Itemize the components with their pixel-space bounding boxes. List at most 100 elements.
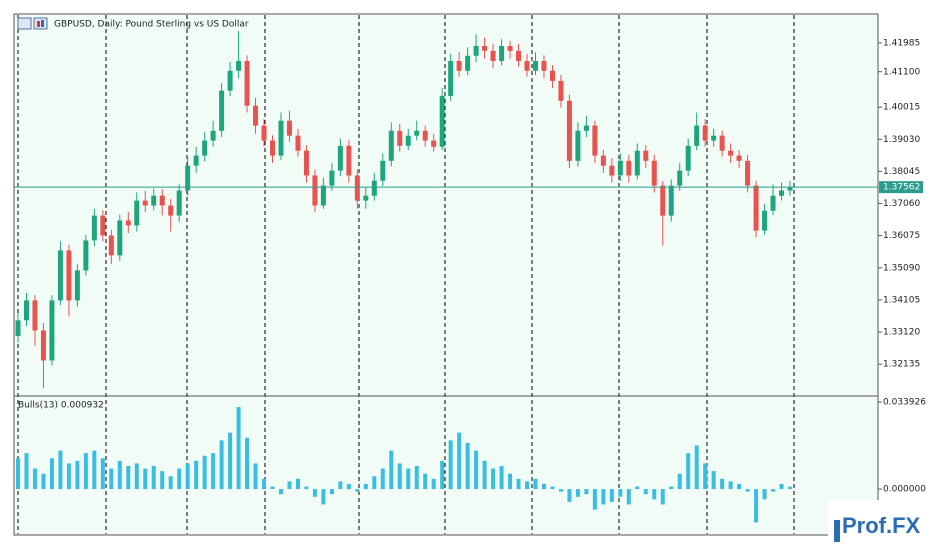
candle-body: [371, 180, 377, 196]
histogram-bar: [109, 468, 114, 490]
candle-body: [626, 160, 632, 176]
candle-body: [609, 165, 615, 176]
histogram-bar: [762, 489, 767, 500]
candle-body: [185, 165, 191, 191]
y-tick-label: 1.39030: [883, 135, 920, 145]
candle-body: [465, 55, 471, 71]
histogram-bar: [134, 463, 139, 490]
histogram-bar: [728, 481, 733, 490]
candle-body: [558, 80, 564, 101]
histogram-bar: [321, 489, 326, 505]
candle-body: [728, 150, 734, 156]
histogram-bar: [66, 463, 71, 490]
y-tick-label: 1.35090: [883, 263, 920, 273]
histogram-bar: [329, 489, 334, 495]
histogram-bar: [177, 468, 182, 490]
histogram-bar: [262, 478, 267, 490]
histogram-bar: [677, 473, 682, 490]
histogram-bar: [465, 442, 470, 490]
candle-body: [142, 200, 148, 206]
histogram-bar: [160, 471, 165, 490]
histogram-bar: [745, 489, 750, 492]
histogram-bar: [143, 468, 148, 490]
candle-body: [74, 270, 80, 301]
histogram-bar: [558, 489, 563, 492]
candle-body: [736, 155, 742, 161]
candle-body: [770, 195, 776, 211]
histogram-bar: [194, 460, 199, 490]
histogram-bar: [652, 489, 657, 500]
histogram-bar: [228, 432, 233, 490]
candle-body: [787, 187, 793, 191]
histogram-bar: [151, 466, 156, 490]
candle-body: [303, 150, 309, 176]
y-tick-label: 1.41985: [883, 38, 920, 48]
candle-body: [227, 70, 233, 91]
candle-body: [210, 130, 216, 141]
histogram-bar: [541, 483, 546, 490]
histogram-bar: [16, 458, 20, 490]
candle-body: [711, 135, 717, 141]
histogram-bar: [49, 458, 54, 490]
logo: Prof.FX: [842, 513, 921, 538]
candle-body: [354, 175, 360, 201]
candle-body: [32, 300, 38, 331]
candle-body: [532, 60, 538, 71]
histogram-bar: [278, 489, 283, 495]
candle-body: [286, 120, 292, 136]
candle-body: [15, 320, 21, 336]
histogram-bar: [686, 453, 691, 490]
candle-body: [108, 235, 114, 256]
candle-body: [219, 90, 225, 131]
histogram-bar: [58, 450, 63, 490]
y-tick-label: 1.38045: [883, 167, 920, 177]
histogram-bar: [448, 440, 453, 490]
histogram-bar: [457, 432, 462, 490]
indicator-title: Bulls(13) 0.000932: [18, 401, 104, 411]
histogram-bar: [754, 489, 759, 523]
histogram-bar: [635, 486, 640, 490]
histogram-bar: [711, 471, 716, 490]
candle-body: [388, 130, 394, 161]
histogram-bar: [771, 489, 776, 492]
current-price-label: 1.37562: [883, 183, 920, 193]
histogram-bar: [550, 486, 555, 490]
y-tick-label: 1.32135: [883, 360, 920, 370]
candle-body: [312, 175, 318, 206]
histogram-bar: [609, 489, 614, 502]
candle-body: [295, 135, 301, 151]
candle-body: [753, 185, 759, 231]
plot-frame: [13, 13, 879, 536]
y-tick-label: 1.41100: [883, 67, 920, 77]
y-tick-label: 0.033926: [883, 398, 926, 408]
histogram-bar: [117, 460, 122, 490]
histogram-bar: [703, 463, 708, 490]
chart-title: GBPUSD, Daily: Pound Sterling vs US Doll…: [54, 20, 249, 30]
candle-body: [473, 45, 479, 56]
candle-body: [397, 130, 403, 146]
logo-mark: [834, 520, 840, 542]
candle-body: [414, 130, 420, 136]
histogram-bar: [499, 466, 504, 490]
histogram-bar: [694, 445, 699, 490]
candle-body: [702, 125, 708, 141]
candle-body: [176, 190, 182, 216]
histogram-bar: [440, 460, 445, 490]
y-tick-label: 1.37060: [883, 199, 920, 209]
histogram-bar: [100, 458, 105, 490]
y-tick-label: 1.34105: [883, 295, 920, 305]
histogram-bar: [304, 486, 309, 490]
histogram-bar: [601, 489, 606, 505]
histogram-bar: [75, 460, 80, 490]
histogram-bar: [779, 483, 784, 490]
histogram-bar: [389, 450, 394, 490]
candle-body: [643, 150, 649, 161]
histogram-bar: [24, 453, 29, 490]
histogram-bar: [406, 468, 411, 490]
candle-body: [329, 170, 335, 186]
candle-body: [337, 145, 343, 171]
candle-body: [23, 300, 29, 321]
logo-background: [828, 500, 944, 547]
histogram-bar: [253, 463, 258, 490]
